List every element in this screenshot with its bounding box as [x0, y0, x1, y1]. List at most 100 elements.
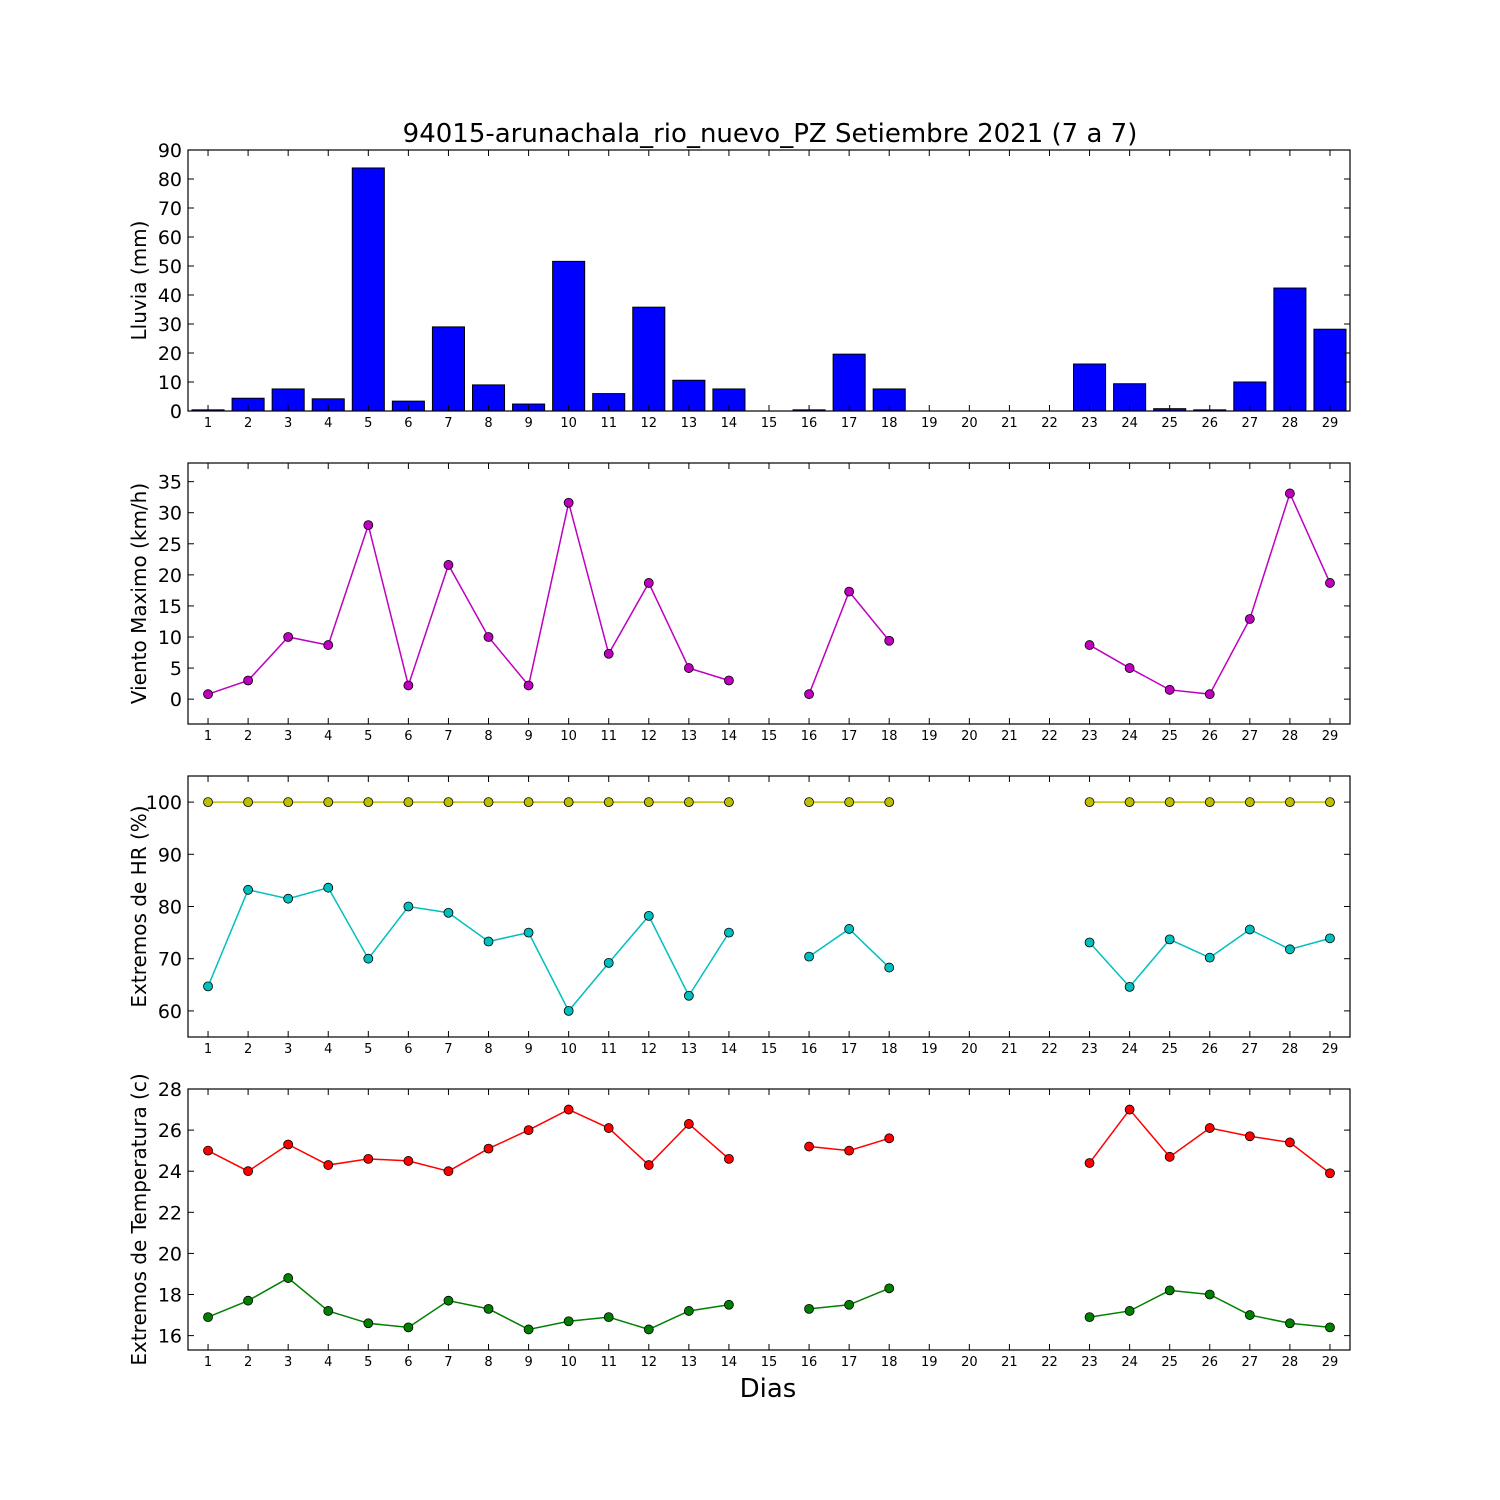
- bar-day-7: [431, 326, 465, 412]
- x-tick-label: 2: [244, 729, 252, 744]
- x-tick-label: 10: [560, 729, 577, 744]
- series-2-point-day-14: [724, 1299, 734, 1310]
- x-tick-label: 24: [1121, 729, 1138, 744]
- series-2-point-day-11: [603, 1312, 614, 1323]
- y-tick-label: 20: [158, 565, 182, 587]
- y-tick-label: 16: [158, 1326, 182, 1348]
- series-2-point-day-26: [1204, 1289, 1215, 1300]
- x-tick-label: 27: [1242, 1042, 1259, 1057]
- series-2-point-day-8: [483, 936, 494, 947]
- series-1-point-day-17: [844, 1145, 855, 1156]
- x-tick-label: 1: [204, 729, 212, 744]
- series-1-point-day-23: [1084, 797, 1095, 807]
- series-1-point-day-4: [323, 640, 334, 650]
- series-1-point-day-5: [363, 520, 374, 531]
- x-tick-label: 3: [284, 1042, 292, 1057]
- x-tick-label: 11: [600, 729, 617, 744]
- x-tick-label: 8: [484, 729, 492, 744]
- y-tick-label: 20: [158, 1243, 182, 1265]
- series-2-point-day-2: [243, 1295, 254, 1306]
- x-tick-label: 22: [1041, 729, 1058, 744]
- x-tick-label: 23: [1081, 729, 1098, 744]
- x-tick-label: 24: [1121, 416, 1138, 431]
- series-1-point-day-9: [523, 1125, 534, 1136]
- series-2-point-day-29: [1325, 933, 1335, 944]
- series-2-point-day-5: [363, 1318, 374, 1329]
- series-2-point-day-27: [1244, 924, 1255, 935]
- series-2-point-day-26: [1204, 952, 1215, 963]
- series-1-point-day-23: [1084, 640, 1095, 650]
- x-tick-label: 11: [600, 1042, 617, 1057]
- x-tick-label: 13: [681, 729, 698, 744]
- x-tick-label: 15: [761, 1042, 778, 1057]
- series-1-point-day-1: [203, 1145, 213, 1156]
- x-tick-label: 20: [961, 729, 978, 744]
- bar-day-29: [1313, 328, 1347, 412]
- series-2-point-day-7: [443, 907, 454, 918]
- series-1-point-day-13: [683, 797, 694, 807]
- series-2-point-day-4: [323, 882, 334, 893]
- x-axis-label: Dias: [740, 1374, 797, 1404]
- series-2-point-day-28: [1284, 1318, 1295, 1329]
- series-2-point-day-3: [283, 893, 294, 904]
- series-1-point-day-10: [563, 797, 574, 807]
- x-tick-label: 11: [600, 416, 617, 431]
- x-tick-label: 20: [961, 1355, 978, 1370]
- x-tick-label: 9: [524, 1355, 532, 1370]
- x-tick-label: 6: [404, 1042, 412, 1057]
- x-tick-label: 22: [1041, 1042, 1058, 1057]
- series-1-point-day-18: [884, 635, 895, 646]
- x-tick-label: 3: [284, 416, 292, 431]
- x-tick-label: 13: [681, 1355, 698, 1370]
- series-2-point-day-13: [683, 990, 694, 1001]
- x-tick-label: 4: [324, 1042, 332, 1057]
- x-tick-label: 5: [364, 729, 372, 744]
- x-tick-label: 17: [841, 1355, 858, 1370]
- x-tick-label: 9: [524, 416, 532, 431]
- series-1-point-day-18: [884, 797, 895, 807]
- x-tick-label: 5: [364, 1355, 372, 1370]
- series-2-point-day-23: [1084, 1312, 1095, 1323]
- series-1-point-day-23: [1084, 1158, 1095, 1168]
- x-tick-label: 27: [1242, 1355, 1259, 1370]
- y-tick-label: 90: [158, 844, 182, 866]
- y-tick-label: 22: [158, 1202, 182, 1224]
- x-tick-label: 17: [841, 1042, 858, 1057]
- y-axis-label: Extremos de HR (%): [127, 805, 151, 1007]
- series-1-point-day-13: [683, 663, 694, 673]
- x-tick-label: 4: [324, 416, 332, 431]
- x-tick-label: 13: [681, 1042, 698, 1057]
- x-tick-label: 13: [681, 416, 698, 431]
- x-tick-label: 29: [1322, 729, 1339, 744]
- series-1-point-day-14: [724, 675, 734, 686]
- x-tick-label: 4: [324, 729, 332, 744]
- y-tick-label: 30: [158, 503, 182, 525]
- x-tick-label: 27: [1242, 729, 1259, 744]
- series-1-point-day-29: [1325, 578, 1335, 588]
- x-tick-label: 28: [1282, 729, 1299, 744]
- series-1-point-day-11: [603, 648, 614, 659]
- series-1-point-day-24: [1124, 1104, 1135, 1115]
- series-1-point-day-4: [323, 797, 334, 807]
- x-tick-label: 10: [560, 1042, 577, 1057]
- series-1-point-day-28: [1284, 797, 1295, 807]
- series-2-point-day-10: [563, 1006, 574, 1016]
- series-2-point-day-12: [643, 910, 654, 921]
- y-tick-label: 50: [158, 256, 182, 278]
- series-2-point-day-25: [1164, 934, 1175, 945]
- y-tick-label: 90: [158, 140, 182, 162]
- series-1-point-day-6: [403, 680, 414, 691]
- series-2-point-day-10: [563, 1316, 574, 1327]
- bar-day-23: [1073, 363, 1107, 412]
- x-tick-label: 1: [204, 1355, 212, 1370]
- x-tick-label: 16: [801, 416, 818, 431]
- x-tick-label: 25: [1161, 1042, 1178, 1057]
- series-2-point-day-9: [523, 1324, 534, 1335]
- y-tick-label: 0: [170, 689, 182, 711]
- series-2-point-day-11: [603, 957, 614, 968]
- y-tick-label: 5: [170, 658, 182, 680]
- series-2-point-day-18: [884, 1283, 895, 1294]
- x-tick-label: 18: [881, 729, 898, 744]
- x-tick-label: 8: [484, 416, 492, 431]
